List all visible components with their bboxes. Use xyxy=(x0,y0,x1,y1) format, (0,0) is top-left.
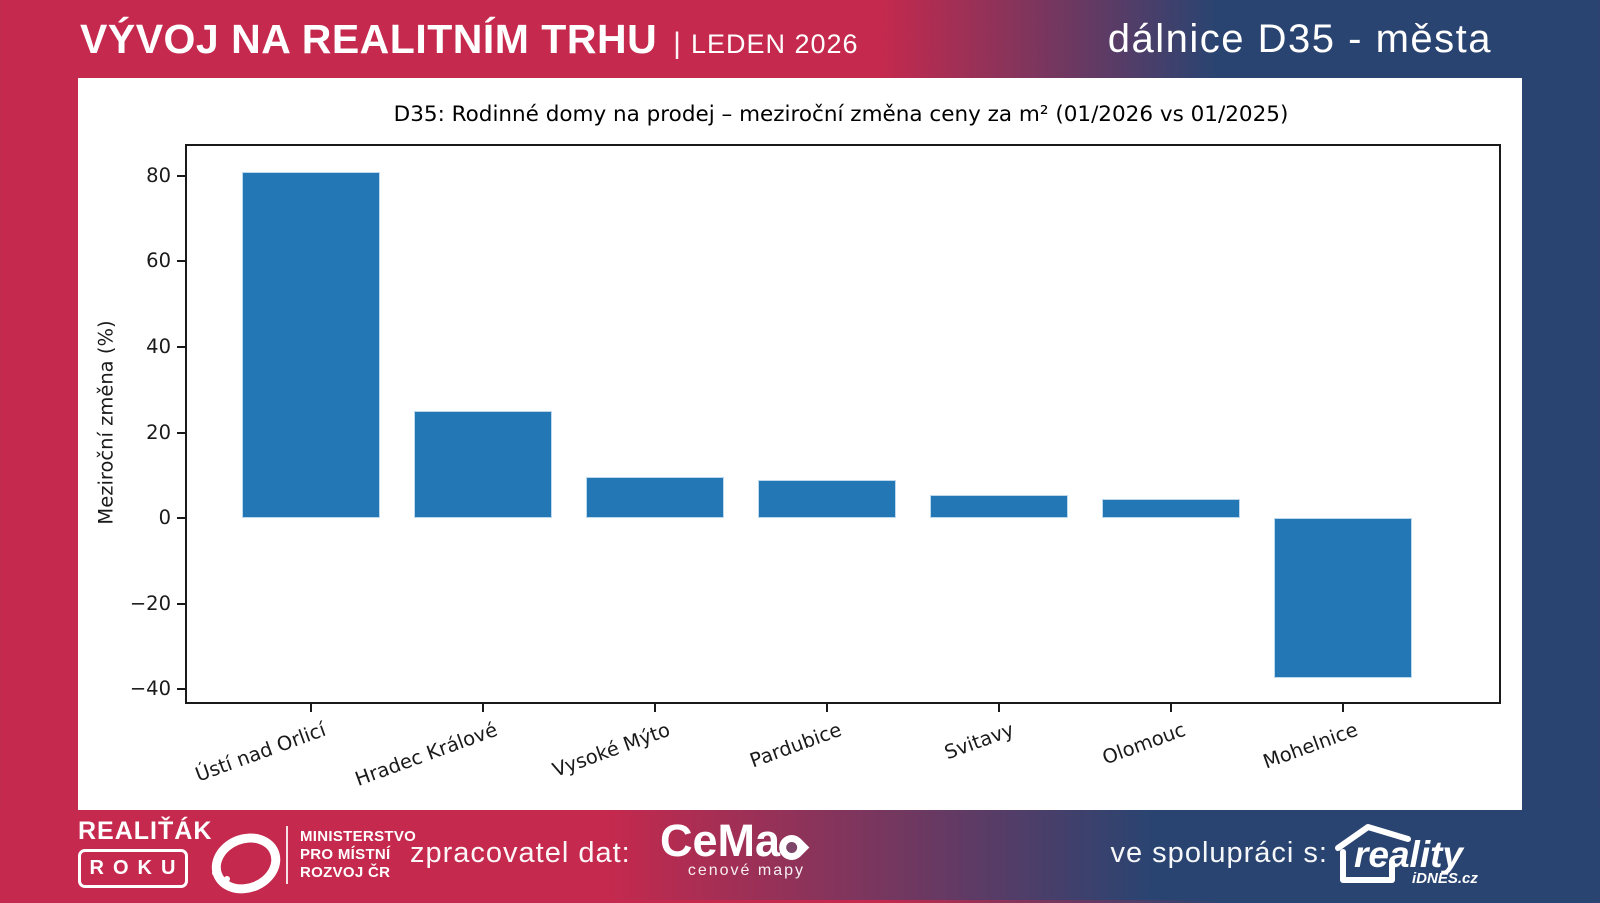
header-band: VÝVOJ NA REALITNÍM TRHU | LEDEN 2026 dál… xyxy=(0,0,1600,78)
page-title: VÝVOJ NA REALITNÍM TRHU xyxy=(80,15,658,62)
footer-band: REALIŤÁK ROKU MINISTERSTVO PRO MÍSTNÍ RO… xyxy=(0,810,1600,903)
period-label: LEDEN 2026 xyxy=(690,28,859,59)
y-tick-label: 40 xyxy=(146,335,171,358)
y-tick-label: −20 xyxy=(129,591,171,615)
bar-hradec-králové xyxy=(414,411,552,519)
cemap-tagline: cenové mapy xyxy=(687,862,805,879)
header-left: VÝVOJ NA REALITNÍM TRHU | LEDEN 2026 xyxy=(0,16,859,63)
x-tick-mark xyxy=(654,704,656,712)
y-tick-mark xyxy=(177,431,185,434)
ministry-line: ROZVOJ ČR xyxy=(300,864,391,881)
cemap-logo-text: CeMa xyxy=(659,815,780,866)
footer-divider xyxy=(286,826,288,884)
cemap-logo: CeMa cenové mapy xyxy=(645,815,810,880)
x-tick-mark xyxy=(826,704,828,712)
y-tick-label: 80 xyxy=(146,163,171,187)
x-tick-label: Svitavy xyxy=(941,718,1017,765)
y-tick-label: 0 xyxy=(158,506,171,530)
idnes-logo-text: iDNES.cz xyxy=(1412,870,1478,887)
x-tick-label: Pardubice xyxy=(747,718,845,773)
y-tick-mark xyxy=(177,174,185,177)
bar-olomouc xyxy=(1102,499,1240,519)
bar-vysoké-mýto xyxy=(586,476,724,519)
wreath-logo-icon xyxy=(202,823,290,903)
x-tick-label: Vysoké Mýto xyxy=(549,718,673,782)
ministry-logo-text: MINISTERSTVO PRO MÍSTNÍ ROZVOJ ČR xyxy=(300,828,416,882)
x-tick-label: Hradec Králové xyxy=(352,718,501,791)
y-axis-label: Meziroční změna (%) xyxy=(94,320,118,525)
house-icon xyxy=(1335,824,1411,883)
x-tick-mark xyxy=(310,704,312,712)
bar-mohelnice xyxy=(1274,518,1412,679)
bar-svitavy xyxy=(930,495,1068,519)
ministry-line: MINISTERSTVO xyxy=(300,828,417,845)
award-box: ROKU xyxy=(78,849,188,888)
x-tick-mark xyxy=(998,704,1000,712)
x-tick-label: Mohelnice xyxy=(1259,718,1361,774)
y-tick-label: 20 xyxy=(146,420,171,444)
y-tick-label: 60 xyxy=(146,249,171,273)
y-tick-mark xyxy=(177,602,185,605)
x-tick-mark xyxy=(482,704,484,712)
bar-pardubice xyxy=(758,480,896,519)
y-tick-mark xyxy=(177,688,185,691)
reality-idnes-logo: reality iDNES.cz xyxy=(1334,820,1504,890)
realitak-roku-logo: REALIŤÁK ROKU xyxy=(78,817,213,888)
bar-ústí-nad-orlicí xyxy=(242,171,380,519)
y-tick-mark xyxy=(177,517,185,520)
y-tick-mark xyxy=(177,260,185,263)
data-provider-label: zpracovatel dat: xyxy=(410,837,631,869)
partner-label: ve spolupráci s: xyxy=(1110,837,1328,869)
header-subtitle: dálnice D35 - města xyxy=(1107,16,1492,61)
x-tick-mark xyxy=(1170,704,1172,712)
reality-logo-text: reality xyxy=(1354,834,1464,875)
wreath-dot-icon xyxy=(212,870,218,876)
y-tick-mark xyxy=(177,346,185,348)
plot-area: 80 60 40 20 0 −20 −40 Ústí nad Orlicí Hradec Krá… xyxy=(130,144,1501,791)
wreath-dot-icon xyxy=(254,836,260,842)
chart-card: D35: Rodinné domy na prodej – meziroční … xyxy=(78,78,1522,810)
x-tick-label: Olomouc xyxy=(1099,718,1189,770)
title-separator: | xyxy=(673,26,681,60)
wreath-dot-icon xyxy=(224,876,230,882)
award-title: REALIŤÁK xyxy=(78,817,213,845)
x-tick-mark xyxy=(1342,704,1344,712)
wreath-ring xyxy=(202,823,290,903)
y-tick-label: −40 xyxy=(129,677,171,701)
chart-title: D35: Rodinné domy na prodej – meziroční … xyxy=(393,102,1289,127)
x-tick-label: Ústí nad Orlicí xyxy=(192,718,329,787)
ministry-line: PRO MÍSTNÍ xyxy=(300,846,391,863)
